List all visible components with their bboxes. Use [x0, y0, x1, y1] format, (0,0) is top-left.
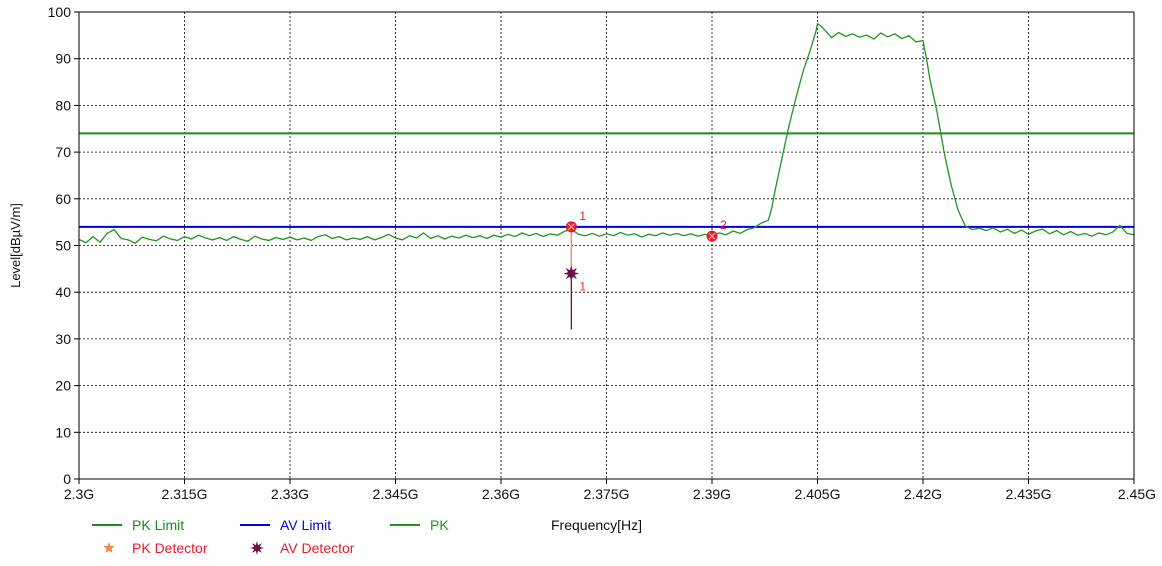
y-tick-label: 40: [55, 284, 71, 300]
y-tick-label: 80: [55, 97, 71, 113]
x-tick-label: 2.42G: [904, 486, 942, 502]
legend: PK Limit AV Limit PK PK Detector AV Detector: [92, 517, 449, 556]
x-tick-label: 2.45G: [1118, 486, 1156, 502]
x-tick-label: 2.39G: [693, 486, 731, 502]
y-tick-label: 70: [55, 144, 71, 160]
y-axis-ticks: 0 10 20 30 40 50 60 70 80 90 100: [48, 4, 79, 487]
x-tick-label: 2.3G: [64, 486, 94, 502]
pk-detector-marker-cross: [708, 232, 716, 240]
series-layer: [78, 22, 1135, 244]
legend-label-av-limit: AV Limit: [280, 517, 331, 533]
legend-label-pk-limit: PK Limit: [132, 517, 184, 533]
x-axis-label: Frequency[Hz]: [551, 517, 642, 533]
grid: [79, 12, 1134, 479]
legend-swatch-av-detector: [250, 541, 264, 555]
y-tick-label: 50: [55, 238, 71, 254]
x-tick-label: 2.405G: [795, 486, 841, 502]
series-pk: [78, 22, 1135, 244]
pk-detector-marker-cross: [567, 223, 575, 231]
x-tick-label: 2.435G: [1006, 486, 1052, 502]
av-detector-point-label: 1: [579, 280, 586, 294]
y-tick-label: 0: [63, 471, 71, 487]
y-tick-label: 100: [48, 4, 72, 20]
x-axis-ticks: 2.3G 2.315G 2.33G 2.345G 2.36G 2.375G 2.39G 2.4…: [64, 479, 1156, 502]
y-tick-label: 90: [55, 51, 71, 67]
legend-label-pk: PK: [430, 517, 449, 533]
y-tick-label: 30: [55, 331, 71, 347]
pk-detector-point-label: 2: [720, 218, 727, 232]
detector-layer: 1 1 2: [563, 209, 727, 330]
y-tick-label: 60: [55, 191, 71, 207]
legend-label-pk-detector: PK Detector: [132, 540, 208, 556]
legend-swatch-pk-detector: [103, 542, 115, 553]
y-tick-label: 20: [55, 378, 71, 394]
y-axis-label: Level[dBµV/m]: [8, 203, 23, 288]
av-detector-marker: [563, 265, 580, 282]
legend-label-av-detector: AV Detector: [280, 540, 355, 556]
x-tick-label: 2.33G: [271, 486, 309, 502]
y-tick-label: 10: [55, 424, 71, 440]
plot-frame: [78, 11, 1135, 480]
pk-detector-point-label: 1: [579, 209, 586, 223]
x-tick-label: 2.345G: [373, 486, 419, 502]
x-tick-label: 2.36G: [482, 486, 520, 502]
x-tick-label: 2.375G: [584, 486, 630, 502]
x-tick-label: 2.315G: [162, 486, 208, 502]
